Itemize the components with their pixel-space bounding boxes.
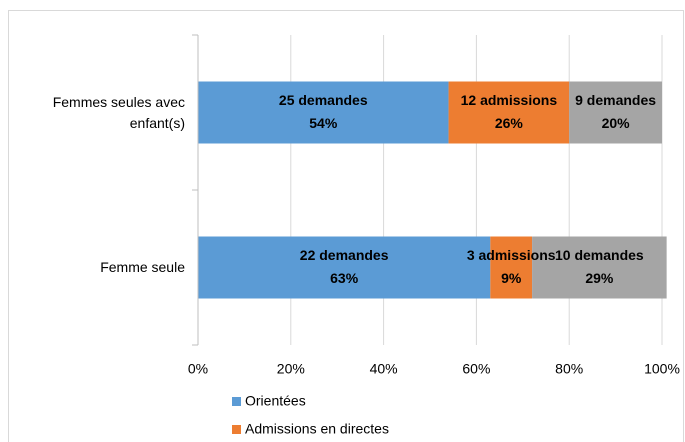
- x-tick-label: 0%: [188, 361, 208, 377]
- bars: [198, 81, 667, 299]
- bar-segment: [198, 81, 449, 144]
- bar-segment: [532, 236, 667, 299]
- count-label: 3 admissions: [467, 247, 556, 263]
- category-label: Femmes seules avec enfant(s): [52, 93, 185, 131]
- legend-label: Orientées: [245, 393, 306, 409]
- x-tick-label: 80%: [555, 361, 583, 377]
- count-label: 10 demandes: [555, 247, 644, 263]
- x-tick-label: 60%: [462, 361, 490, 377]
- chart-border: [8, 10, 684, 442]
- x-tick-label: 40%: [370, 361, 398, 377]
- count-label: 12 admissions: [461, 92, 558, 108]
- category-label: Femme seule: [100, 259, 185, 275]
- legend-swatch: [232, 397, 241, 406]
- x-tick-label: 100%: [644, 361, 680, 377]
- legend-label: Admissions en directes: [245, 421, 389, 437]
- x-tick-label: 20%: [277, 361, 305, 377]
- count-label: 9 demandes: [575, 92, 656, 108]
- bar-segment: [448, 81, 570, 144]
- count-label: 22 demandes: [300, 247, 389, 263]
- legend-swatch: [232, 425, 241, 434]
- value-label: 63%: [330, 270, 359, 286]
- value-label: 20%: [602, 115, 631, 131]
- bar-segment: [198, 236, 491, 299]
- count-label: 25 demandes: [279, 92, 368, 108]
- value-label: 26%: [495, 115, 524, 131]
- bar-segment: [569, 81, 662, 144]
- value-label: 29%: [585, 270, 614, 286]
- bar-segment: [490, 236, 533, 299]
- value-label: 9%: [501, 270, 522, 286]
- value-label: 54%: [309, 115, 338, 131]
